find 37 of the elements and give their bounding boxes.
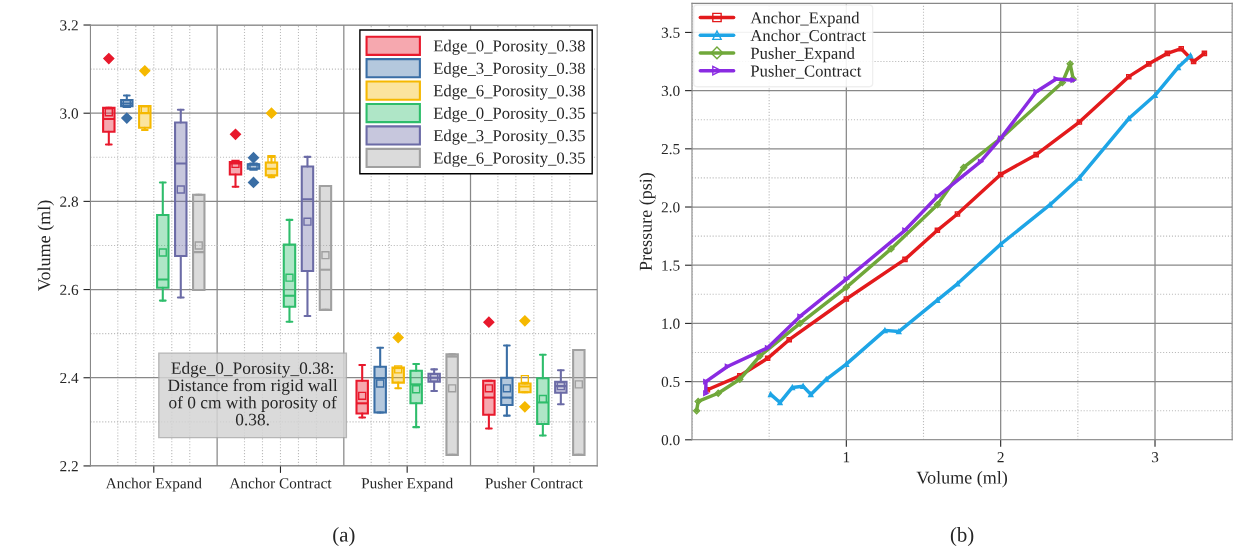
y-tick-label: 1.0: [662, 318, 680, 329]
legend-label: Edge_0_Porosity_0.38: [433, 39, 585, 55]
x-tick-label: Pusher Expand: [361, 477, 454, 492]
text: (b): [950, 527, 974, 546]
y-tick-label: 3.0: [661, 85, 680, 97]
y-tick-label: 2.4: [60, 372, 79, 384]
x-axis-title: Volume (ml): [916, 471, 1008, 488]
legend-label: Pusher_Expand: [750, 47, 855, 63]
text: (a): [333, 527, 355, 546]
legend-label: Edge_6_Porosity_0.38: [433, 84, 585, 100]
x-tick-label: 2: [997, 452, 1004, 463]
x-tick-label: 1: [843, 452, 850, 463]
x-tick-label: Anchor Contract: [229, 477, 332, 489]
y-tick-label: 2.6: [60, 284, 79, 296]
legend-label: Anchor_Expand: [750, 11, 860, 27]
y-tick-label: 0.0: [661, 434, 680, 446]
y-tick-label: 2.5: [661, 144, 680, 155]
legend-label: Anchor_Contract: [750, 29, 866, 44]
x-tick-label: 3: [1151, 452, 1159, 463]
legend-label: Edge_6_Porosity_0.35: [433, 151, 585, 168]
y-tick-label: 1.5: [662, 260, 680, 271]
y-tick-label: 0.5: [661, 376, 680, 388]
y-tick-label: 2.2: [60, 461, 78, 472]
legend-label: Edge_3_Porosity_0.38: [433, 62, 585, 78]
y-tick-label: 2.0: [661, 202, 680, 213]
legend-label: Edge_3_Porosity_0.35: [433, 129, 585, 145]
legend-label: Pusher_Contract: [750, 64, 862, 79]
y-axis-title: Pressure (psi): [639, 172, 656, 271]
annotation: Edge_0_Porosity_0.38: Distance from rigid wall of 0 cm with porosity of 0.38.: [168, 361, 338, 426]
x-tick-label: Pusher Contract: [485, 477, 583, 489]
x-tick-label: Anchor Expand: [105, 477, 202, 492]
legend-label: Edge_0_Porosity_0.35: [433, 107, 585, 123]
y-tick-label: 3.5: [661, 27, 680, 38]
y-tick-label: 2.8: [60, 196, 79, 207]
y-axis-title: Volume (ml): [37, 200, 54, 291]
y-tick-label: 3.0: [60, 108, 79, 119]
y-tick-label: 3.2: [60, 20, 78, 31]
